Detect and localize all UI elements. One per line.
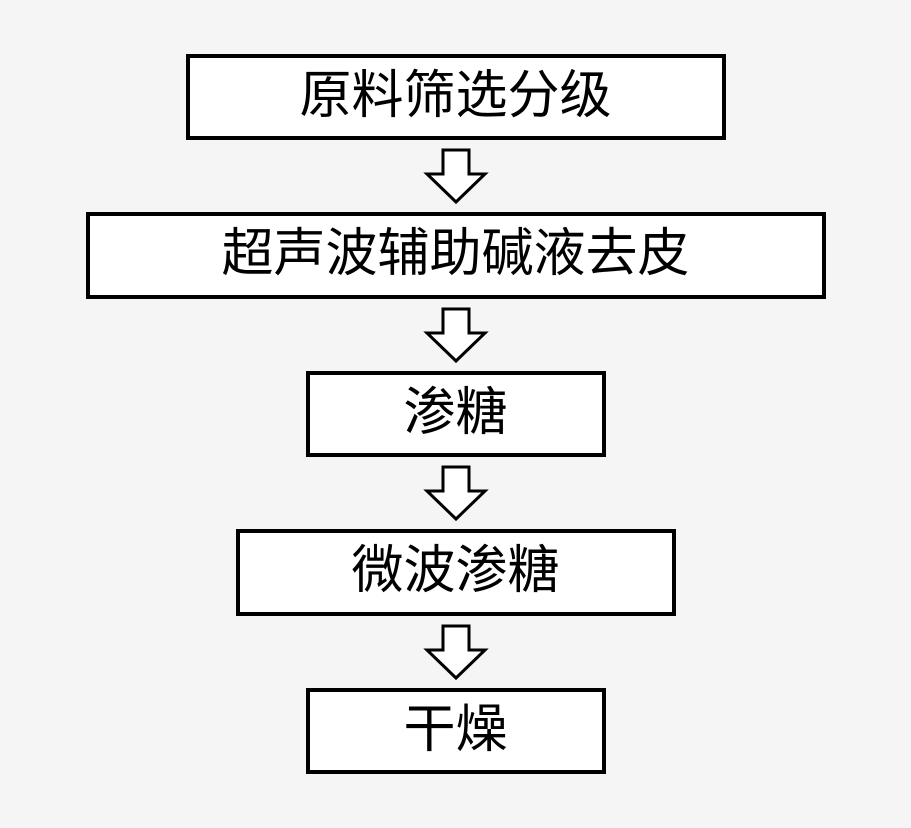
arrow-2 bbox=[421, 305, 491, 365]
arrow-4 bbox=[421, 622, 491, 682]
flowchart-container: 原料筛选分级 超声波辅助碱液去皮 渗糖 微波渗糖 干燥 bbox=[86, 54, 826, 774]
step-box-3: 渗糖 bbox=[306, 371, 606, 457]
step-box-4: 微波渗糖 bbox=[236, 529, 676, 615]
arrow-3 bbox=[421, 463, 491, 523]
step-box-1: 原料筛选分级 bbox=[186, 54, 726, 140]
step-box-2: 超声波辅助碱液去皮 bbox=[86, 212, 826, 298]
arrow-1 bbox=[421, 146, 491, 206]
step-box-5: 干燥 bbox=[306, 688, 606, 774]
